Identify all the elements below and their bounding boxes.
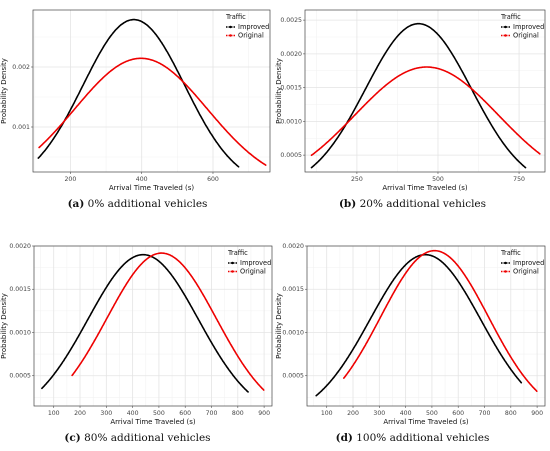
x-tick-label: 250 <box>351 176 363 183</box>
y-tick-label: 0.0005 <box>280 152 302 159</box>
y-tick-label: 0.0015 <box>9 286 31 293</box>
x-tick-label: 700 <box>479 410 491 417</box>
y-tick-label: 0.0025 <box>280 17 302 24</box>
x-axis-label: Arrival Time Traveled (s) <box>109 184 194 192</box>
legend-marker-improved <box>231 261 234 265</box>
legend-marker-original <box>229 34 232 37</box>
x-tick-label: 200 <box>74 410 86 417</box>
caption-a: (a) 0% additional vehicles <box>67 198 208 210</box>
chart-panel-1: 250 500 750 0.0005 0.0010 0.0015 0.0020 0.0025 A… <box>275 9 546 192</box>
x-tick-label: 400 <box>400 410 412 417</box>
x-tick-label: 500 <box>432 176 444 183</box>
legend-label-original: Original <box>513 32 539 40</box>
chart-panel-0: 200 400 600 0.001 0.002 Arrival Time Traveled… <box>0 9 271 192</box>
y-axis-label: Probability Density <box>275 293 283 359</box>
legend-marker-improved <box>504 25 507 29</box>
legend-marker-original <box>504 270 507 273</box>
legend-label-original: Original <box>513 268 539 276</box>
x-tick-label: 500 <box>426 410 438 417</box>
x-tick-label: 750 <box>513 176 525 183</box>
legend-marker-original <box>504 34 507 37</box>
y-tick-label: 0.0020 <box>280 51 302 58</box>
y-tick-label: 0.0010 <box>282 329 304 336</box>
series-line-improved <box>37 18 240 168</box>
caption-d: (d) 100% additional vehicles <box>335 432 490 444</box>
x-tick-label: 500 <box>153 410 165 417</box>
x-tick-label: 900 <box>531 410 543 417</box>
x-axis-label: Arrival Time Traveled (s) <box>383 418 468 426</box>
legend-label-improved: Improved <box>238 23 269 31</box>
chart-panel-3: 100 200 300 400 500 600 700 800 900 0.0005 0.0010 0… <box>275 243 546 426</box>
legend-title: Traffic <box>225 13 246 21</box>
series-line-original <box>71 252 265 392</box>
series-line-improved <box>315 253 523 397</box>
x-axis-label: Arrival Time Traveled (s) <box>382 184 467 192</box>
caption-b: (b) 20% additional vehicles <box>338 198 487 210</box>
chart-panel-2: 100 200 300 400 500 600 700 800 900 0.0005 0.0010 0… <box>0 243 273 426</box>
series-line-original <box>310 66 541 157</box>
x-tick-label: 400 <box>127 410 139 417</box>
y-tick-label: 0.0005 <box>282 373 304 380</box>
x-tick-label: 600 <box>179 410 191 417</box>
legend-marker-improved <box>504 261 507 265</box>
y-axis-label: Probability Density <box>0 58 8 124</box>
plot-border <box>304 9 546 173</box>
plot-border <box>33 245 273 407</box>
legend-title: Traffic <box>227 249 248 257</box>
legend-title: Traffic <box>500 249 521 257</box>
y-axis-label: Probability Density <box>275 58 283 124</box>
plot-border <box>306 245 546 407</box>
y-tick-label: 0.0005 <box>9 373 31 380</box>
y-tick-label: 0.0020 <box>282 243 304 250</box>
legend-label-improved: Improved <box>513 23 544 31</box>
x-tick-label: 800 <box>232 410 244 417</box>
x-tick-label: 600 <box>452 410 464 417</box>
legend-marker-improved <box>229 25 232 29</box>
y-tick-label: 0.0015 <box>282 286 304 293</box>
series-line-improved <box>310 22 527 169</box>
plot-border <box>32 9 271 173</box>
x-tick-label: 900 <box>258 410 270 417</box>
y-tick-label: 0.0010 <box>280 118 302 125</box>
x-tick-label: 100 <box>48 410 60 417</box>
y-tick-label: 0.001 <box>12 124 30 131</box>
x-tick-label: 200 <box>65 176 77 183</box>
y-tick-label: 0.0020 <box>9 243 31 250</box>
legend-marker-original <box>231 270 234 273</box>
x-tick-label: 800 <box>505 410 517 417</box>
x-tick-label: 100 <box>321 410 333 417</box>
x-tick-label: 300 <box>100 410 112 417</box>
legend-label-improved: Improved <box>513 259 544 267</box>
x-tick-label: 300 <box>373 410 385 417</box>
x-tick-label: 200 <box>347 410 359 417</box>
legend-title: Traffic <box>500 13 521 21</box>
y-tick-label: 0.0010 <box>9 329 31 336</box>
legend-label-original: Original <box>240 268 266 276</box>
series-line-improved <box>41 253 249 393</box>
series-line-original <box>342 249 538 393</box>
x-tick-label: 600 <box>207 176 219 183</box>
legend-label-improved: Improved <box>240 259 271 267</box>
x-axis-label: Arrival Time Traveled (s) <box>110 418 195 426</box>
series-line-original <box>38 57 267 166</box>
legend-label-original: Original <box>238 32 264 40</box>
y-tick-label: 0.0015 <box>280 85 302 92</box>
y-tick-label: 0.002 <box>12 64 30 71</box>
caption-c: (c) 80% additional vehicles <box>64 432 211 444</box>
x-tick-label: 700 <box>206 410 218 417</box>
x-tick-label: 400 <box>136 176 148 183</box>
y-axis-label: Probability Density <box>0 293 8 359</box>
